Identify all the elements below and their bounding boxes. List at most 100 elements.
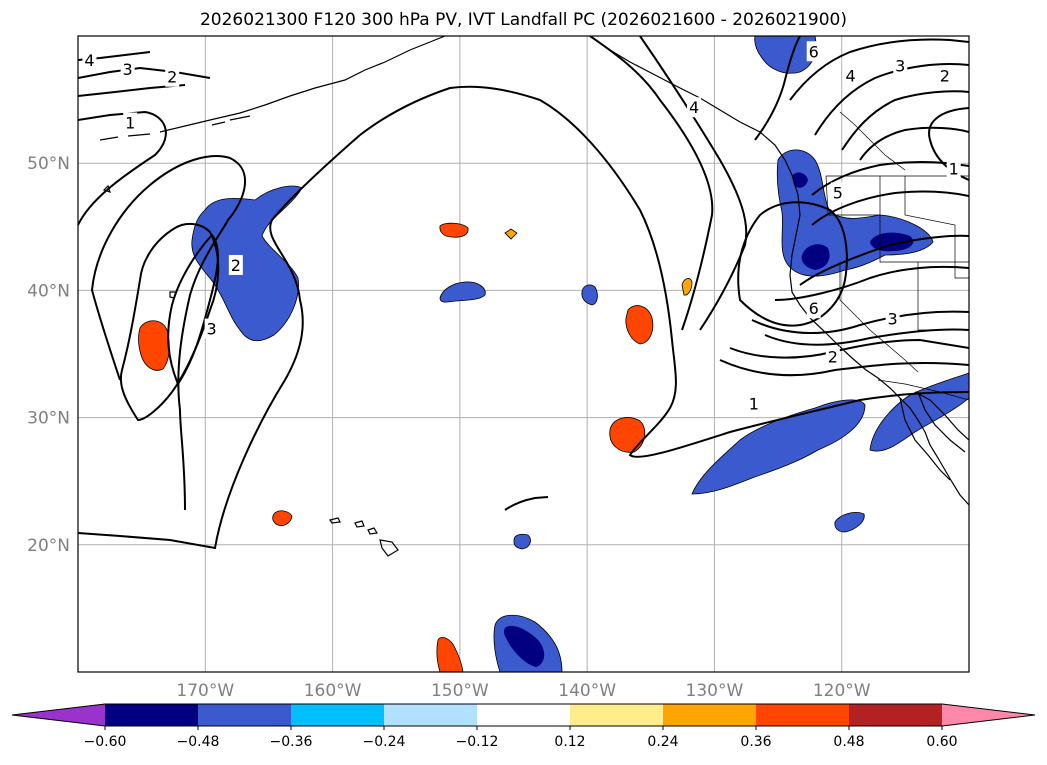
- colorbar-tick-label: 0.12: [554, 734, 585, 750]
- colorbar-segment: [477, 704, 571, 726]
- contour-line: [751, 310, 969, 334]
- colorbar-segment: [105, 704, 199, 726]
- contour-label: 6: [809, 42, 819, 61]
- contour-label: 2: [231, 256, 241, 275]
- contour-line: [811, 190, 969, 226]
- contour-label-bg: [893, 55, 908, 76]
- colorbar-tick-label: 0.24: [647, 734, 678, 750]
- contour-line: [754, 36, 801, 141]
- contour-label-bg: [123, 112, 138, 133]
- contour-label: 5: [833, 183, 843, 202]
- contour-line: [799, 234, 969, 286]
- pv-pos-region: [681, 278, 693, 296]
- lon-tick-label: 120°W: [813, 681, 871, 701]
- colorbar-extend-low: [12, 704, 105, 726]
- lon-tick-label: 150°W: [431, 681, 489, 701]
- contour-line: [859, 126, 969, 161]
- colorbar-segment: [384, 704, 478, 726]
- contour-label-bg: [806, 298, 821, 319]
- contour-label-bg: [82, 50, 97, 71]
- pv-neg-region: [834, 512, 865, 533]
- contour-label-bg: [165, 66, 180, 87]
- colorbar-segment: [849, 704, 943, 726]
- pv-neg-region: [691, 399, 866, 495]
- colorbar: −0.60 −0.48 −0.36 −0.24 −0.12 0.12 0.24 0.36 0.4…: [11, 703, 1036, 750]
- contour-line: [719, 359, 969, 377]
- contour-label-bg: [946, 158, 961, 179]
- contour-label-bg: [885, 308, 900, 329]
- contour-line: [737, 201, 848, 327]
- contour-line: [764, 328, 969, 346]
- contour-line: [504, 496, 549, 511]
- contour-label: 4: [84, 51, 94, 70]
- pv-pos-region: [272, 510, 293, 526]
- contour-line: [789, 38, 969, 101]
- pv-positive-regions: [138, 222, 693, 672]
- latitude-tick-labels: 50°N 40°N 30°N 20°N: [27, 154, 70, 556]
- colorbar-tick-label: −0.24: [363, 734, 406, 750]
- contour-line: [639, 36, 748, 331]
- pv-neg-core: [792, 172, 808, 188]
- pv-pos-region: [436, 637, 464, 672]
- contour-label-bg: [830, 182, 845, 203]
- contour-label: 2: [940, 66, 950, 85]
- contour-label: 1: [749, 395, 759, 414]
- contour-label: 3: [123, 60, 133, 79]
- colorbar-segment: [570, 704, 664, 726]
- colorbar-extend-high: [942, 704, 1035, 726]
- lon-tick-label: 140°W: [558, 681, 616, 701]
- lon-tick-label: 170°W: [176, 681, 234, 701]
- map-title: 2026021300 F120 300 hPa PV, IVT Landfall…: [199, 10, 847, 30]
- contour-label: 3: [895, 56, 905, 75]
- contour-label: 3: [888, 309, 898, 328]
- pv-pos-region: [609, 417, 646, 453]
- alaska-panhandle-coast: [589, 36, 793, 176]
- lat-tick-label: 20°N: [27, 536, 70, 556]
- hawaii-islands: [329, 517, 399, 557]
- contour-line: [167, 233, 219, 387]
- contour-label: 3: [207, 320, 217, 339]
- baja-california: [899, 391, 966, 481]
- colorbar-segment: [291, 704, 385, 726]
- aleutian-islands: [99, 115, 251, 141]
- colorbar-tick-label: 0.36: [740, 734, 771, 750]
- pv-neg-core: [870, 232, 914, 252]
- coastlines: [99, 36, 969, 557]
- pv-pos-region: [138, 320, 170, 371]
- contour-labels: 4 3 2 1 2 3 6 4 3 2 1 4 5 6 3 2 1: [82, 41, 961, 414]
- colorbar-tick-label: 0.60: [926, 734, 957, 750]
- contour-label-bg: [746, 393, 761, 414]
- aleutian-coast: [159, 36, 446, 133]
- colorbar-segment: [663, 704, 757, 726]
- contour-label: 2: [828, 348, 838, 367]
- contour-line: [774, 265, 969, 301]
- alaska-canada-border: [839, 111, 906, 171]
- lat-tick-label: 50°N: [27, 154, 70, 174]
- contour-label: 1: [125, 113, 135, 132]
- contour-label: 6: [809, 299, 819, 318]
- contour-line: [78, 85, 969, 550]
- colorbar-tick-label: −0.36: [270, 734, 313, 750]
- colorbar-segment: [198, 704, 292, 726]
- pv-neg-region: [581, 284, 598, 306]
- contour-line: [78, 110, 167, 226]
- pv-pos-region: [439, 222, 469, 238]
- us-mexico-border: [877, 379, 969, 401]
- pc-contours: [78, 36, 969, 550]
- contour-label-bg: [204, 318, 219, 339]
- colorbar-segment: [756, 704, 850, 726]
- gulf-of-california: [914, 391, 969, 441]
- lat-tick-label: 30°N: [27, 409, 70, 429]
- pv-neg-core: [801, 244, 830, 270]
- colorbar-tick-label: −0.60: [84, 734, 127, 750]
- colorbar-tick-label: −0.48: [177, 734, 220, 750]
- contour-line: [90, 155, 246, 511]
- lat-tick-label: 40°N: [27, 281, 70, 301]
- lon-tick-label: 160°W: [304, 681, 362, 701]
- contour-label-bg: [228, 254, 243, 275]
- lon-tick-label: 130°W: [686, 681, 744, 701]
- contour-label-bg: [806, 41, 821, 62]
- contour-label-bg: [687, 97, 702, 118]
- pv-neg-core: [503, 625, 545, 667]
